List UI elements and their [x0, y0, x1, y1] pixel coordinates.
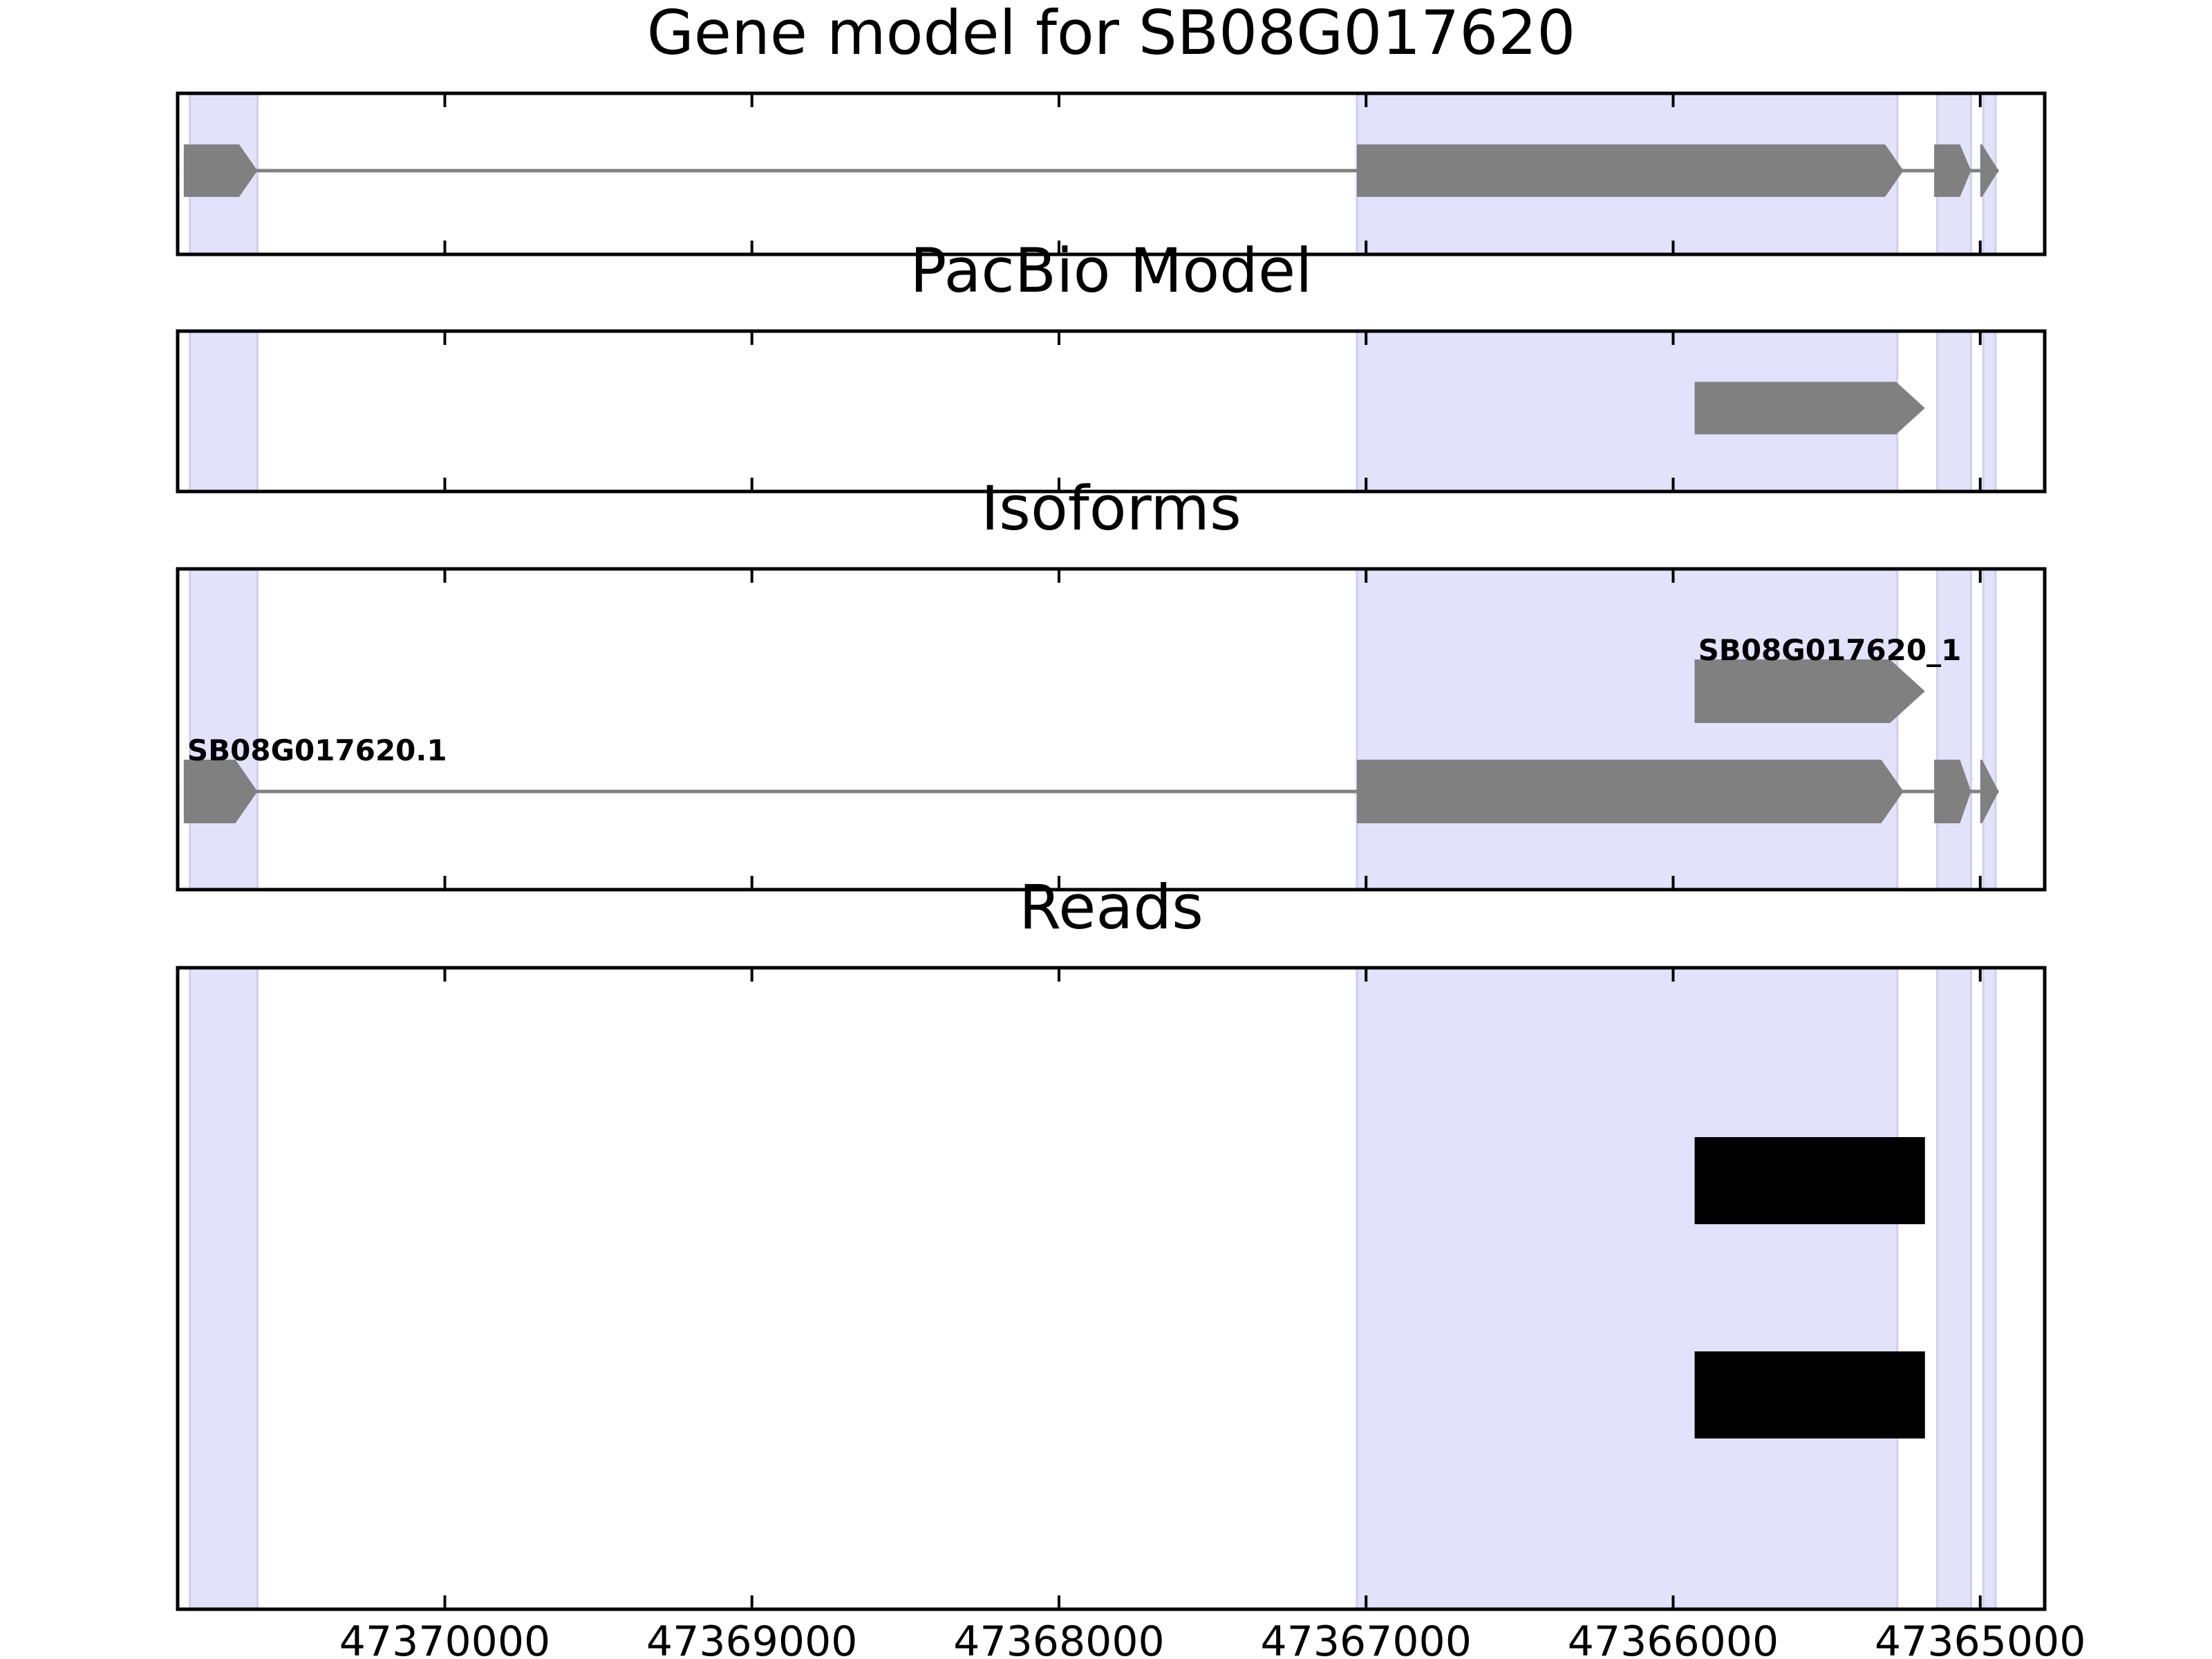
panel-2-title: Isoforms: [981, 473, 1241, 544]
isoform-label-1: SB08G017620.1: [187, 733, 447, 767]
panel-3-exon-highlight-0: [189, 966, 259, 1611]
panel-2-feature-1-exon-2: [1934, 760, 1971, 823]
panel-1-exon-highlight-2: [1936, 330, 1972, 493]
panel-2-feature-0-exon-0: [1694, 659, 1925, 723]
panel-0-title: Gene model for SB08G017620: [647, 0, 1576, 68]
panel-0-feature-0-exon-3: [1980, 144, 1999, 197]
panel-1: PacBio Model: [176, 235, 2047, 494]
panel-2-feature-1-exon-3: [1980, 760, 1999, 823]
panel-2-exon-highlight-0: [189, 568, 259, 891]
panel-3-title: Reads: [1019, 872, 1203, 943]
panel-0-feature-0-exon-2: [1934, 144, 1971, 197]
x-axis-tick-labels: 47370000 47369000 47368000 47367000 47366000…: [339, 1618, 2086, 1659]
panel-3: Reads: [176, 872, 2047, 1611]
panel-3-frame: [176, 966, 2047, 1611]
panel-0-feature-0-exon-0: [183, 144, 258, 197]
x-tick-label-2: 47368000: [953, 1618, 1164, 1659]
read-1-block-0: [1694, 1351, 1925, 1438]
panel-0-frame: [176, 91, 2047, 256]
x-tick-label-5: 47365000: [1875, 1618, 2086, 1659]
panel-2-exon-highlight-3: [1982, 568, 1997, 891]
panel-1-exon-highlight-3: [1982, 330, 1997, 493]
panel-2: SB08G017620_1 SB08G017620.1 Isoforms: [176, 473, 2047, 892]
panel-3-exon-highlight-2: [1936, 966, 1972, 1611]
panels: Gene model for SB08G017620 PacBio Model SB…: [176, 0, 2047, 1611]
panel-2-feature-1-exon-1: [1356, 760, 1904, 823]
isoform-label-0: SB08G017620_1: [1698, 633, 1962, 667]
panel-1-exon-highlight-0: [189, 330, 259, 493]
panel-2-frame: [176, 567, 2047, 892]
panel-1-title: PacBio Model: [910, 235, 1312, 306]
read-0-block-0: [1694, 1137, 1925, 1224]
panel-2-feature-1-exon-0: [183, 760, 258, 823]
x-tick-label-0: 47370000: [339, 1618, 550, 1659]
panel-0: Gene model for SB08G017620: [176, 0, 2047, 256]
panel-1-feature-0-exon-0: [1694, 382, 1925, 435]
panel-3-exon-highlight-3: [1982, 966, 1997, 1611]
x-tick-label-3: 47367000: [1261, 1618, 1472, 1659]
panel-2-exon-highlight-1: [1356, 568, 1899, 891]
panel-3-exon-highlight-1: [1356, 966, 1899, 1611]
panel-2-exon-highlight-2: [1936, 568, 1972, 891]
panel-1-frame: [176, 329, 2047, 494]
x-tick-label-4: 47366000: [1568, 1618, 1779, 1659]
panel-0-feature-0-exon-1: [1356, 144, 1904, 197]
x-tick-label-1: 47369000: [646, 1618, 857, 1659]
